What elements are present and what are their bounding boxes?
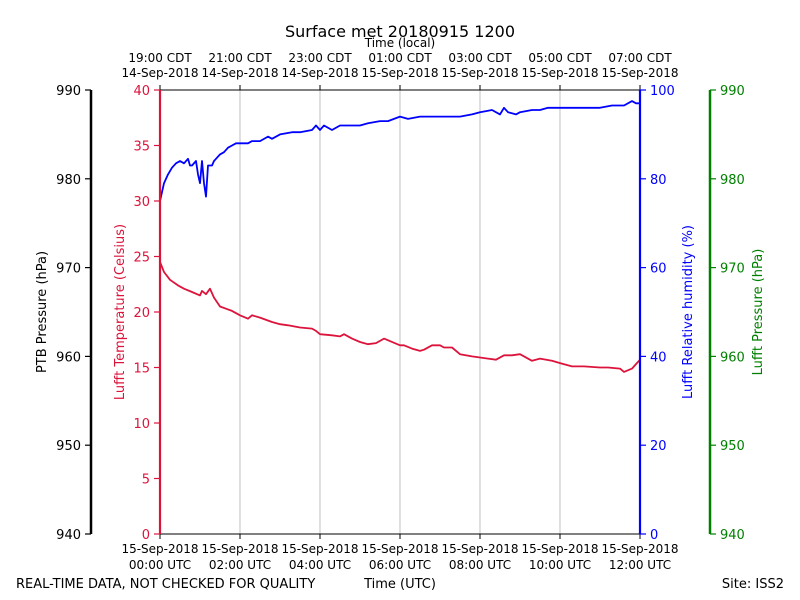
x-tick-label-utc-time: 00:00 UTC bbox=[129, 558, 191, 572]
x-tick-label-utc-date: 15-Sep-2018 bbox=[441, 542, 518, 556]
x-tick-label-utc-date: 15-Sep-2018 bbox=[201, 542, 278, 556]
x-tick-label-utc-time: 12:00 UTC bbox=[609, 558, 671, 572]
top-axis-label: Time (local) bbox=[364, 36, 436, 50]
y-tick-label-lufft_pressure: 940 bbox=[720, 528, 745, 543]
y-tick-label-ptb_pressure: 980 bbox=[56, 173, 81, 188]
y-tick-label-lufft_pressure: 960 bbox=[720, 350, 745, 365]
y-axis-label-ptb_pressure: PTB Pressure (hPa) bbox=[35, 251, 50, 373]
x-tick-label-utc-date: 15-Sep-2018 bbox=[361, 542, 438, 556]
y-tick-label-humidity: 0 bbox=[650, 528, 658, 543]
y-tick-label-ptb_pressure: 940 bbox=[56, 528, 81, 543]
x-tick-label-utc-time: 06:00 UTC bbox=[369, 558, 431, 572]
x-axis-label: Time (UTC) bbox=[363, 577, 436, 592]
y-tick-label-lufft_pressure: 990 bbox=[720, 84, 745, 99]
series-line-temperature bbox=[159, 261, 641, 373]
x-tick-label-local-time: 23:00 CDT bbox=[288, 51, 352, 65]
y-tick-label-temperature: 10 bbox=[133, 417, 150, 432]
y-tick-label-temperature: 20 bbox=[133, 306, 150, 321]
y-tick-label-temperature: 15 bbox=[133, 362, 150, 377]
x-tick-label-local-date: 15-Sep-2018 bbox=[361, 66, 438, 80]
x-tick-label-local-time: 03:00 CDT bbox=[448, 51, 512, 65]
y-tick-label-lufft_pressure: 980 bbox=[720, 173, 745, 188]
x-tick-label-local-date: 14-Sep-2018 bbox=[201, 66, 278, 80]
x-tick-label-local-date: 15-Sep-2018 bbox=[521, 66, 598, 80]
x-tick-label-utc-time: 08:00 UTC bbox=[449, 558, 511, 572]
y-tick-label-humidity: 80 bbox=[650, 173, 667, 188]
series-lines bbox=[159, 100, 641, 373]
y-tick-label-temperature: 40 bbox=[133, 84, 150, 99]
x-tick-label-utc-date: 15-Sep-2018 bbox=[601, 542, 678, 556]
chart-title: Surface met 20180915 1200 bbox=[285, 22, 515, 41]
y-tick-label-humidity: 20 bbox=[650, 439, 667, 454]
x-tick-label-local-date: 14-Sep-2018 bbox=[121, 66, 198, 80]
y-tick-label-humidity: 100 bbox=[650, 84, 675, 99]
y-tick-label-temperature: 35 bbox=[133, 140, 150, 155]
y-axis-label-lufft_pressure: Lufft Pressure (hPa) bbox=[751, 249, 766, 376]
y-tick-label-temperature: 25 bbox=[133, 251, 150, 266]
y-tick-label-ptb_pressure: 970 bbox=[56, 262, 81, 277]
x-tick-label-local-date: 15-Sep-2018 bbox=[441, 66, 518, 80]
x-tick-label-local-date: 15-Sep-2018 bbox=[601, 66, 678, 80]
y-axis-label-humidity: Lufft Relative humidity (%) bbox=[681, 225, 696, 399]
x-tick-label-local-time: 05:00 CDT bbox=[528, 51, 592, 65]
x-tick-label-utc-time: 02:00 UTC bbox=[209, 558, 271, 572]
y-tick-label-ptb_pressure: 990 bbox=[56, 84, 81, 99]
y-tick-label-humidity: 40 bbox=[650, 350, 667, 365]
x-tick-label-utc-date: 15-Sep-2018 bbox=[281, 542, 358, 556]
y-axis-label-temperature: Lufft Temperature (Celsius) bbox=[113, 224, 128, 400]
y-tick-label-lufft_pressure: 950 bbox=[720, 439, 745, 454]
x-tick-label-utc-time: 10:00 UTC bbox=[529, 558, 591, 572]
y-tick-label-lufft_pressure: 970 bbox=[720, 262, 745, 277]
x-tick-label-local-time: 19:00 CDT bbox=[128, 51, 192, 65]
y-tick-label-ptb_pressure: 950 bbox=[56, 439, 81, 454]
x-tick-label-utc-date: 15-Sep-2018 bbox=[521, 542, 598, 556]
x-tick-label-local-time: 21:00 CDT bbox=[208, 51, 272, 65]
y-tick-label-humidity: 60 bbox=[650, 262, 667, 277]
axes: 15-Sep-2018 00:00 UTC 15-Sep-2018 02:00 UTC… bbox=[35, 51, 766, 572]
y-tick-label-ptb_pressure: 960 bbox=[56, 350, 81, 365]
series-line-humidity bbox=[159, 100, 640, 202]
x-tick-label-local-time: 01:00 CDT bbox=[368, 51, 432, 65]
y-tick-label-temperature: 5 bbox=[142, 473, 150, 488]
vertical-grid bbox=[239, 90, 561, 534]
x-tick-label-utc-date: 15-Sep-2018 bbox=[121, 542, 198, 556]
y-tick-label-temperature: 0 bbox=[142, 528, 150, 543]
x-tick-label-local-date: 14-Sep-2018 bbox=[281, 66, 358, 80]
site-label: Site: ISS2 bbox=[722, 577, 784, 592]
x-tick-label-local-time: 07:00 CDT bbox=[608, 51, 672, 65]
quality-disclaimer: REAL-TIME DATA, NOT CHECKED FOR QUALITY bbox=[16, 577, 315, 592]
y-tick-label-temperature: 30 bbox=[133, 195, 150, 210]
x-tick-label-utc-time: 04:00 UTC bbox=[289, 558, 351, 572]
